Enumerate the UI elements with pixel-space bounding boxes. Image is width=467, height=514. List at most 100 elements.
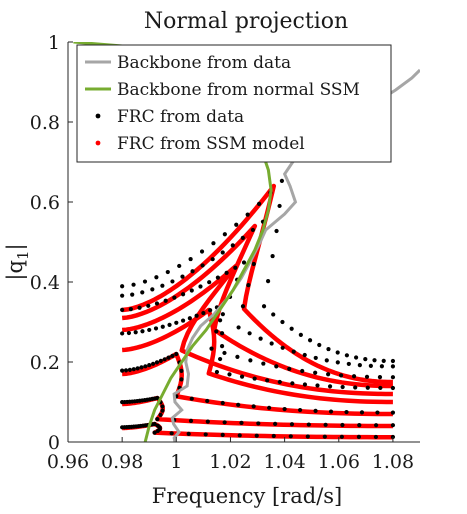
legend-dot-swatch	[95, 140, 101, 146]
x-axis-label: Frequency [rad/s]	[152, 484, 343, 508]
frc-data-point	[357, 423, 362, 428]
frc-data-point	[180, 292, 186, 297]
x-tick-label: 1.04	[263, 451, 305, 473]
frc-data-point	[290, 381, 295, 386]
frc-data-point	[158, 358, 163, 364]
frc-data-point	[289, 422, 295, 427]
frc-data-point	[215, 275, 220, 280]
frc-data-point	[137, 305, 142, 310]
frc-data-point	[152, 421, 157, 427]
frc-data-point	[258, 336, 263, 341]
frc-data-point	[120, 307, 125, 312]
frc-data-point	[154, 275, 159, 280]
frc-data-point	[277, 379, 282, 385]
frc-data-point	[339, 434, 344, 439]
frc-data-point	[335, 350, 340, 355]
frc-data-point	[354, 355, 359, 360]
frc-data-point	[234, 222, 239, 227]
frc-data-point	[219, 344, 225, 349]
y-axis-label: |q1|	[3, 243, 32, 280]
frc-data-point	[241, 260, 247, 265]
frc-data-point	[323, 422, 328, 427]
frc-data-point	[174, 320, 179, 325]
frc-data-point	[381, 358, 386, 363]
frc-data-point	[220, 400, 225, 406]
frc-data-point	[214, 329, 219, 334]
frc-data-point	[307, 338, 313, 343]
frc-data-point	[222, 420, 227, 425]
frc-data-point	[120, 331, 125, 336]
frc-data-point	[128, 307, 133, 312]
frc-data-point	[359, 410, 365, 415]
frc-data-point	[177, 263, 182, 269]
frc-data-point	[251, 404, 256, 409]
frc-data-point	[233, 265, 238, 270]
frc-data-point	[211, 241, 216, 246]
frc-data-point	[313, 370, 318, 375]
legend-box	[76, 44, 392, 163]
legend-entry-label: Backbone from normal SSM	[117, 80, 360, 100]
frc-data-point	[302, 352, 307, 358]
frc-data-point	[297, 407, 303, 413]
frc-data-point	[324, 358, 329, 363]
frc-data-point	[152, 430, 157, 435]
frc-data-point	[123, 368, 129, 373]
frc-data-point	[273, 421, 278, 426]
frc-data-point	[306, 422, 311, 427]
y-axis-label-close: |	[3, 243, 28, 250]
frc-data-point	[205, 419, 210, 424]
frc-data-point	[230, 243, 235, 248]
frc-data-point	[250, 227, 255, 233]
frc-data-point	[375, 410, 380, 415]
frc-data-point	[340, 422, 345, 428]
frc-data-point	[279, 178, 285, 183]
frc-data-point	[167, 322, 172, 327]
frc-data-point	[377, 375, 383, 380]
frc-data-point	[315, 383, 320, 388]
frc-data-point	[154, 360, 160, 365]
frc-data-point	[374, 423, 379, 428]
frc-data-point	[269, 341, 274, 346]
frc-data-point	[198, 284, 203, 289]
frc-data-point	[227, 372, 232, 377]
frc-data-point	[155, 428, 160, 434]
frc-data-point	[326, 372, 331, 377]
frc-data-point	[239, 420, 244, 425]
frc-data-point	[390, 385, 396, 391]
frc-data-point	[390, 434, 396, 440]
frc-data-point	[207, 280, 212, 285]
frc-data-point	[247, 331, 252, 336]
frc-data-point	[130, 292, 135, 297]
frc-data-point	[180, 318, 186, 323]
frc-data-point	[179, 377, 184, 382]
frc-ssm-curve	[121, 263, 393, 397]
legend-entry-label: Backbone from data	[117, 53, 291, 73]
frc-data-point	[188, 418, 194, 423]
frc-data-point	[199, 249, 205, 254]
frc-data-point	[162, 357, 167, 362]
frc-data-point	[170, 353, 175, 358]
frc-data-point	[368, 363, 373, 368]
frc-data-point	[154, 301, 160, 306]
frc-data-point	[126, 330, 132, 336]
frc-data-point	[252, 376, 257, 381]
frc-data-point	[142, 279, 148, 284]
frc-data-point	[209, 346, 214, 351]
frc-data-point	[180, 274, 185, 279]
frc-data-point	[254, 433, 259, 438]
frc-data-point	[160, 283, 165, 288]
frc-data-point	[390, 410, 396, 415]
frc-data-point	[305, 434, 310, 439]
frc-data-point	[326, 346, 331, 352]
frc-data-point	[160, 404, 165, 409]
frc-data-point	[267, 405, 272, 410]
y-tick-label: 0	[48, 432, 60, 454]
frc-data-point	[214, 369, 220, 375]
frc-data-point	[373, 434, 378, 440]
frc-data-point	[160, 324, 165, 329]
frc-data-point	[219, 331, 225, 336]
frc-data-point	[256, 421, 261, 426]
frc-data-point	[365, 385, 370, 390]
frc-data-point	[127, 367, 132, 372]
